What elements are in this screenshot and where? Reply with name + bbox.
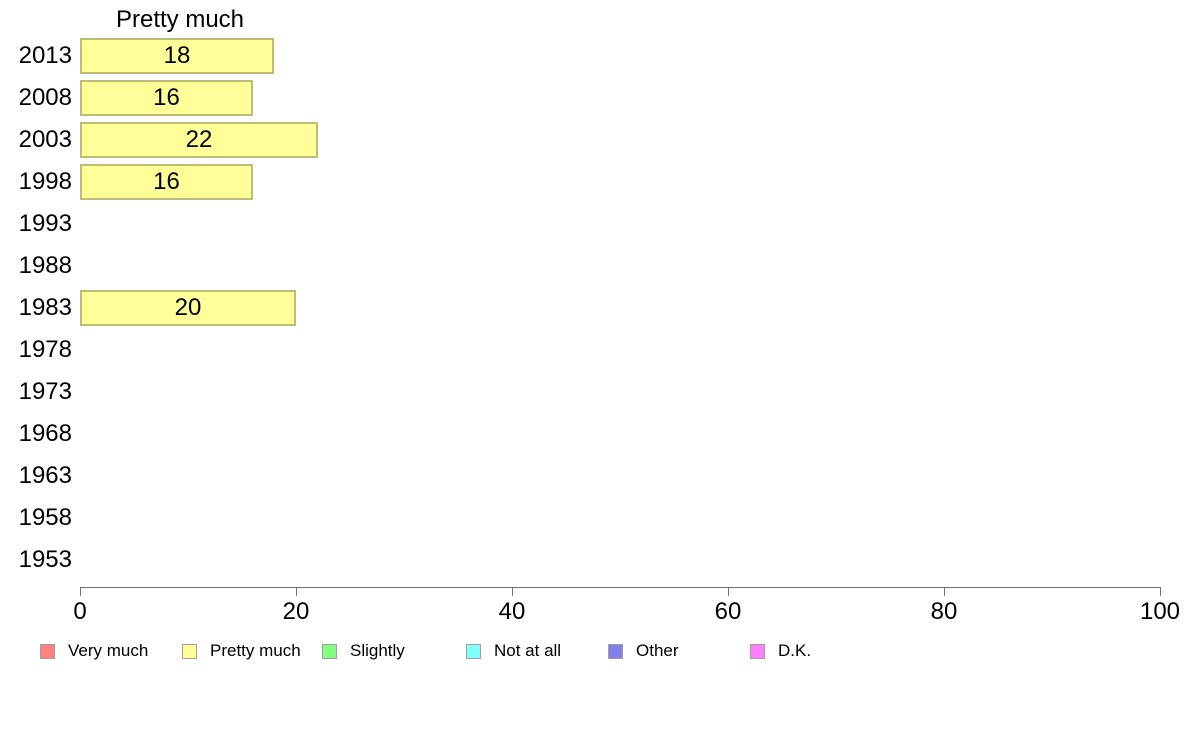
legend-swatch	[182, 643, 197, 659]
bar-value-label: 20	[174, 294, 202, 321]
bar-value-label: 16	[153, 84, 180, 111]
x-axis-tick	[296, 587, 297, 596]
x-axis-tick-label: 20	[282, 598, 310, 625]
y-axis-label: 2013	[18, 42, 72, 69]
y-axis-label: 1968	[18, 420, 72, 447]
y-axis-label: 1958	[18, 504, 72, 531]
legend-item: D.K.	[750, 641, 811, 661]
bar: 18	[80, 38, 274, 74]
legend-label: D.K.	[778, 641, 812, 660]
y-axis-label: 1998	[18, 168, 72, 195]
legend-label: Pretty much	[210, 641, 301, 660]
y-axis-label: 1993	[18, 210, 72, 237]
bar: 22	[80, 122, 318, 158]
legend-item: Slightly	[322, 641, 405, 661]
legend-item: Very much	[40, 641, 148, 661]
x-axis-line	[80, 587, 1161, 588]
y-axis-label: 1973	[18, 378, 72, 405]
bar-value-label: 22	[185, 126, 213, 153]
x-axis-tick-label: 60	[714, 598, 742, 625]
legend-swatch	[750, 643, 765, 659]
y-axis-label: 1963	[18, 462, 72, 489]
bar: 20	[80, 290, 296, 326]
legend-label: Very much	[68, 641, 149, 660]
y-axis-label: 1988	[18, 252, 72, 279]
chart-title: Pretty much	[115, 6, 245, 33]
x-axis-tick-label: 100	[1139, 598, 1181, 625]
bar: 16	[80, 164, 253, 200]
x-axis-tick-label: 0	[73, 598, 87, 625]
x-axis-tick-label: 40	[498, 598, 526, 625]
y-axis-label: 2003	[18, 126, 72, 153]
legend-swatch	[322, 643, 337, 659]
y-axis-label: 1983	[18, 294, 72, 321]
legend-label: Not at all	[494, 641, 562, 660]
legend-item: Pretty much	[182, 641, 301, 661]
legend-item: Other	[608, 641, 679, 661]
bar-value-label: 18	[163, 42, 191, 69]
x-axis-tick	[944, 587, 945, 596]
x-axis-tick	[512, 587, 513, 596]
legend-swatch	[608, 643, 623, 659]
legend-swatch	[40, 643, 55, 659]
x-axis-tick	[728, 587, 729, 596]
x-axis-tick-label: 80	[930, 598, 958, 625]
x-axis-tick	[80, 587, 81, 596]
x-axis-tick	[1160, 587, 1161, 596]
legend-item: Not at all	[466, 641, 561, 661]
legend-swatch	[466, 643, 481, 659]
legend-label: Slightly	[350, 641, 405, 660]
y-axis-label: 1978	[18, 336, 72, 363]
y-axis-label: 2008	[18, 84, 72, 111]
y-axis-label: 1953	[18, 546, 72, 573]
legend-label: Other	[636, 641, 679, 660]
bar: 16	[80, 80, 253, 116]
bar-value-label: 16	[153, 168, 180, 195]
